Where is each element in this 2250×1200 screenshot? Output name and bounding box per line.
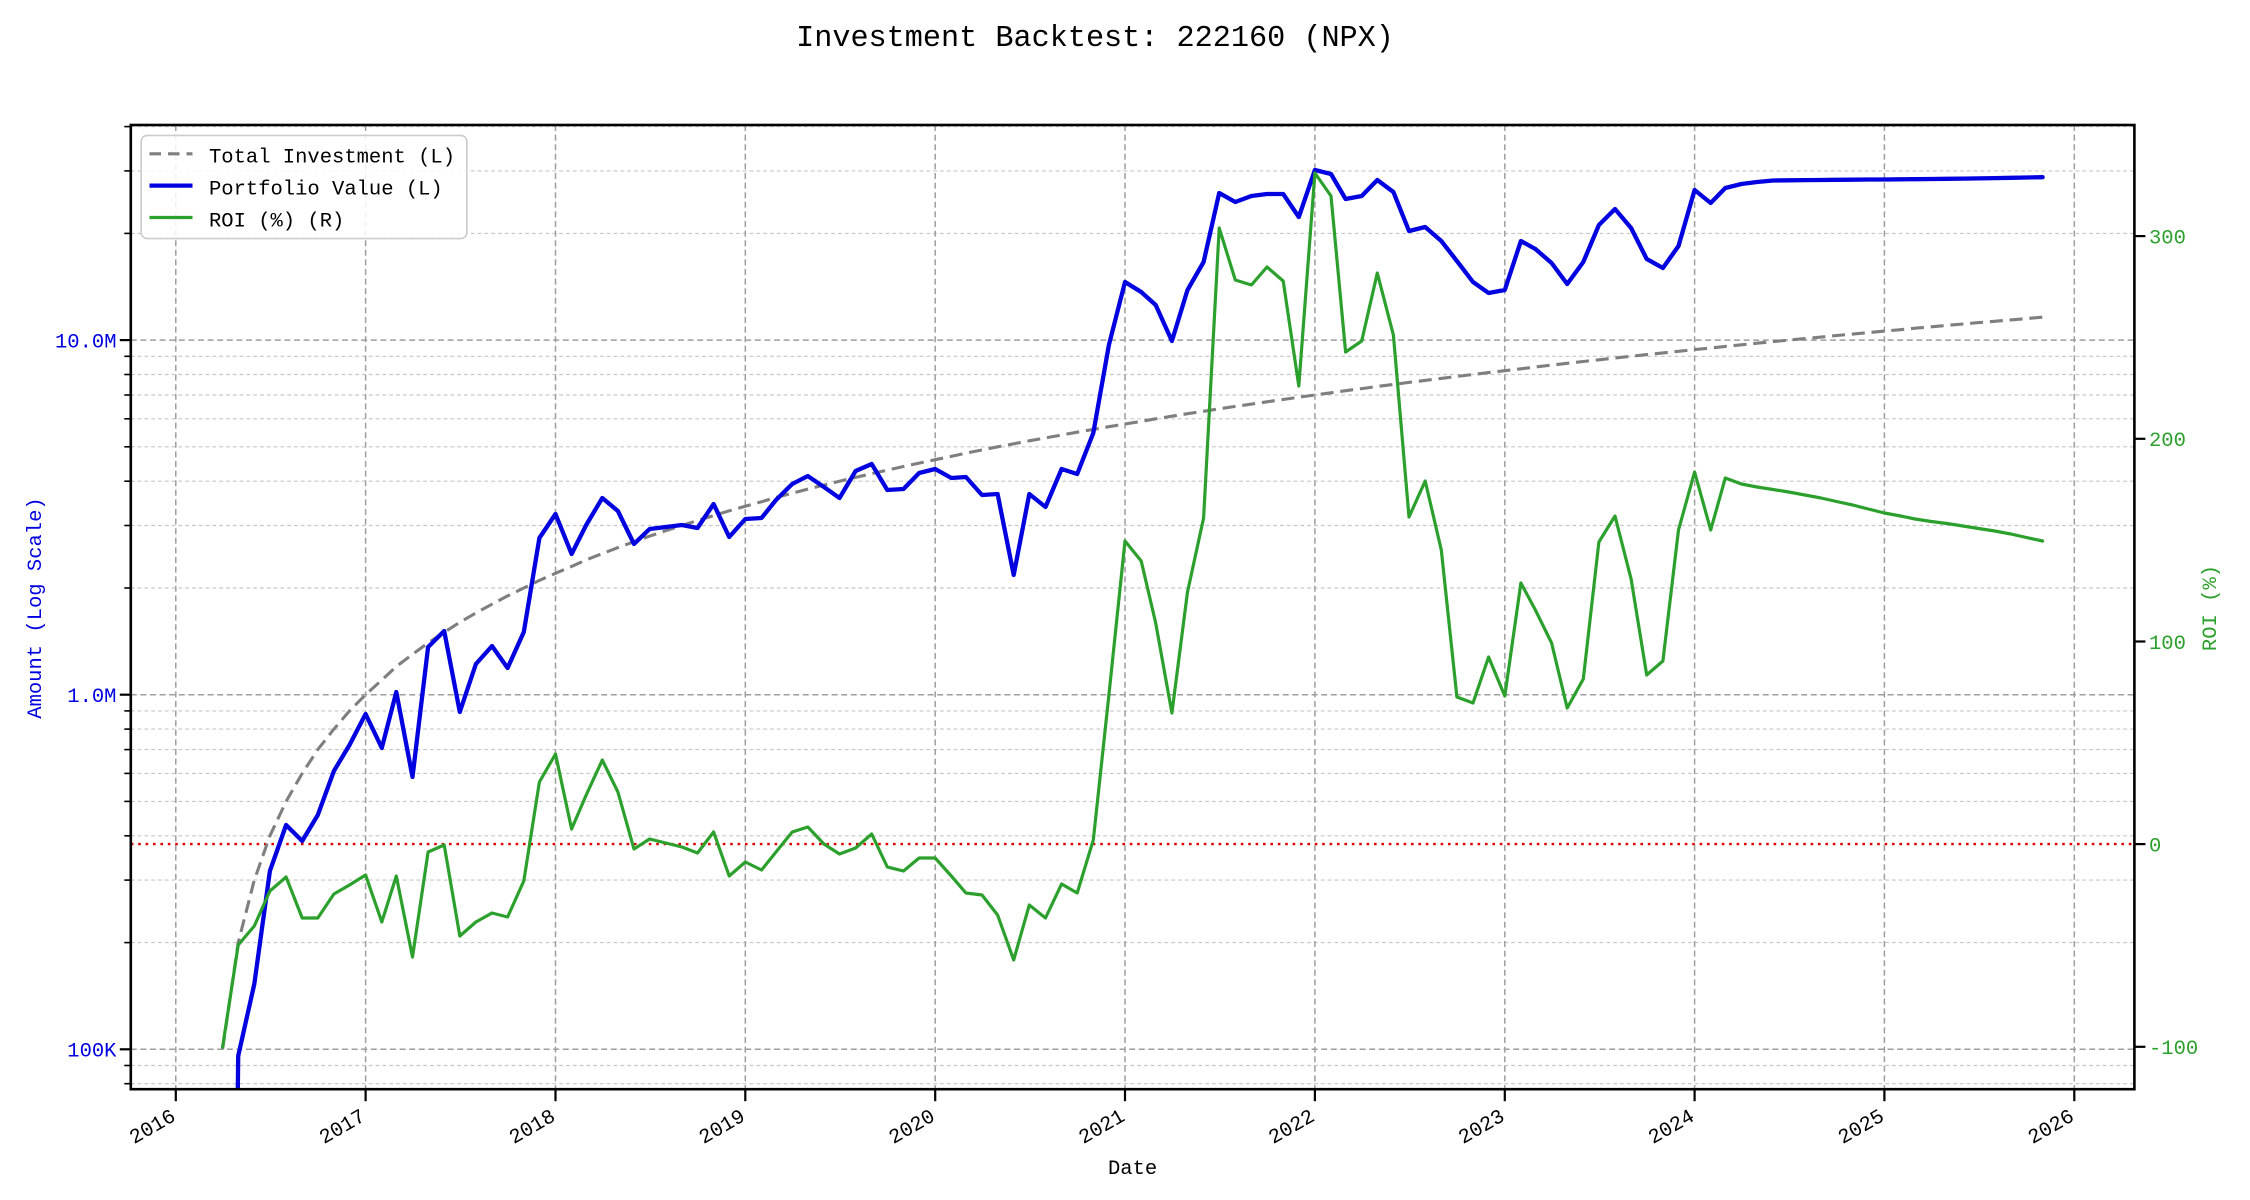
svg-text:10.0M: 10.0M [55,331,117,354]
svg-text:Amount (Log Scale): Amount (Log Scale) [25,497,48,718]
svg-text:ROI (%): ROI (%) [2200,565,2223,651]
svg-text:Date: Date [1108,1158,1157,1181]
svg-text:300: 300 [2149,227,2186,250]
svg-text:0: 0 [2149,835,2161,858]
svg-text:100: 100 [2149,633,2186,656]
svg-text:1.0M: 1.0M [67,686,116,709]
svg-text:200: 200 [2149,430,2186,453]
svg-text:ROI (%) (R): ROI (%) (R) [209,211,344,234]
svg-text:Portfolio Value (L): Portfolio Value (L) [209,179,443,202]
svg-text:Total Investment (L): Total Investment (L) [209,147,455,170]
svg-text:Investment Backtest: 222160 (N: Investment Backtest: 222160 (NPX) [796,22,1394,56]
svg-text:-100: -100 [2149,1038,2198,1061]
svg-text:100K: 100K [67,1041,117,1064]
